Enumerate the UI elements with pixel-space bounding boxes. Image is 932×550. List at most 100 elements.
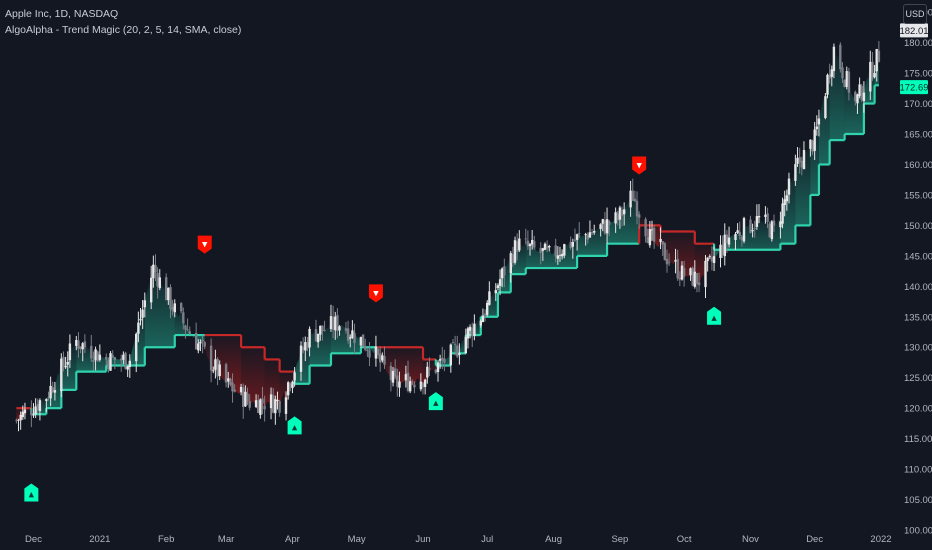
candle-body [30, 411, 33, 416]
candle-body [830, 69, 833, 77]
candle-body [156, 272, 159, 287]
symbol-title[interactable]: Apple Inc, 1D, NASDAQ [5, 8, 119, 20]
candle-body [406, 372, 410, 391]
candle-body [845, 71, 848, 87]
candle-body [413, 384, 416, 388]
candle-body [105, 356, 108, 360]
candle-body [571, 242, 574, 247]
candle-body [381, 355, 384, 361]
candle-body [449, 344, 452, 365]
candle-body [689, 268, 692, 276]
candle-body [167, 287, 170, 301]
x-axis[interactable]: Dec 2021 Feb Mar Apr May Jun Jul Aug Sep Oct Nov Dec… [25, 534, 892, 545]
candle-body [781, 203, 784, 224]
candle-body [451, 342, 455, 343]
y-axis[interactable]: 100.00 105.00 110.00 115.00 120.00 125.00 130.… [904, 8, 932, 537]
candle-body [231, 382, 234, 392]
candle-body [94, 349, 97, 361]
candle-body [554, 245, 557, 257]
candle-body [404, 374, 408, 381]
sell-signal[interactable]: ▼ [632, 156, 647, 175]
candle-body [751, 230, 754, 232]
candle-body [503, 266, 506, 276]
trend-fill-segment [525, 234, 578, 269]
candle-body [81, 343, 84, 350]
candle-body [590, 232, 594, 234]
candle-body [856, 94, 859, 104]
candle-body [772, 220, 776, 226]
sell-signal-marker [632, 156, 647, 175]
candle-body [394, 368, 397, 377]
x-tick-label: Dec [25, 534, 42, 545]
y-tick-label: 175.00 [904, 69, 932, 80]
signal-label-text: ▲ [29, 490, 35, 498]
signal-label-text: ▼ [202, 241, 208, 249]
candle-body [77, 340, 80, 349]
buy-signal[interactable]: ▲ [707, 306, 722, 325]
candle-body [858, 84, 861, 97]
candle-body [676, 258, 679, 279]
candle-body [334, 316, 337, 331]
candle-body [603, 220, 607, 234]
candle-body [496, 285, 500, 288]
candle-body [426, 366, 429, 378]
candle-body [697, 282, 701, 286]
candle-body [659, 239, 662, 242]
candle-body [139, 318, 142, 321]
candle-body [584, 234, 587, 235]
candle-body [391, 370, 395, 383]
x-tick-label: Dec [806, 534, 823, 545]
candle-body [186, 329, 189, 331]
currency-button[interactable]: USD [903, 4, 927, 24]
candle-body [734, 234, 737, 240]
candle-body [456, 345, 459, 357]
sell-signal[interactable]: ▼ [368, 284, 383, 303]
indicator-title[interactable]: AlgoAlpha - Trend Magic (20, 2, 5, 14, S… [5, 24, 242, 36]
candle-body [809, 139, 812, 149]
candle-body [398, 381, 401, 388]
candle-body [184, 325, 187, 330]
buy-signal[interactable]: ▲ [24, 483, 39, 502]
candle-body [693, 271, 696, 287]
candle-body [107, 360, 110, 369]
candle-body [83, 341, 87, 348]
sell-signal[interactable]: ▼ [197, 235, 212, 254]
candle-body [757, 216, 761, 218]
candle-body [90, 345, 93, 359]
candle-body [349, 337, 352, 339]
buy-signal[interactable]: ▲ [428, 392, 443, 411]
candle-body [663, 243, 666, 261]
y-tick-label: 160.00 [904, 160, 932, 171]
candle-body [242, 387, 245, 407]
candle-body [832, 46, 836, 72]
last-price-badge-bg [900, 23, 928, 38]
candle-body [169, 287, 172, 310]
candle-body [419, 381, 423, 390]
candle-body [725, 234, 729, 243]
candle-body [815, 126, 818, 130]
candles [15, 41, 881, 432]
candle-body [528, 244, 532, 247]
buy-signal[interactable]: ▲ [287, 416, 302, 435]
y-tick-label: 125.00 [904, 373, 932, 384]
candle-body [779, 221, 782, 228]
candle-body [800, 160, 803, 168]
candle-body [293, 372, 296, 381]
candle-body [811, 141, 814, 152]
candle-body [188, 331, 191, 335]
candle-body [787, 178, 791, 195]
candle-body [135, 333, 138, 362]
candle-body [483, 313, 487, 317]
trend-fill-segment [46, 358, 62, 409]
candle-body [314, 329, 318, 342]
candle-body [364, 346, 367, 350]
trend-value-badge-bg [900, 80, 928, 95]
candle-body [764, 214, 767, 217]
candle-body [441, 357, 444, 361]
candle-body [753, 228, 756, 229]
candle-body [254, 400, 258, 407]
y-tick-label: 145.00 [904, 251, 932, 262]
candle-body [152, 264, 155, 279]
candle-body [248, 401, 251, 408]
